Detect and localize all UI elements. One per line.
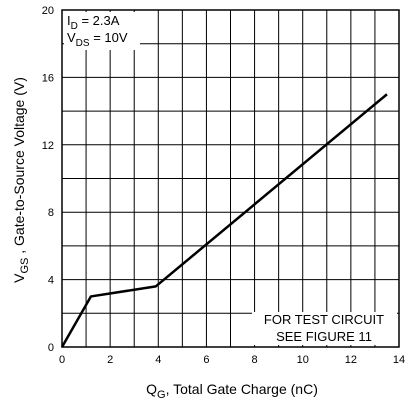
x-tick-label: 0 <box>59 354 65 366</box>
y-tick-label: 12 <box>42 140 54 152</box>
plot-frame <box>61 9 400 348</box>
condition-id-sub: D <box>71 21 78 32</box>
x-tick-label: 10 <box>297 354 309 366</box>
y-tick-label: 20 <box>42 5 54 17</box>
condition-vds-main: V <box>67 30 76 45</box>
y-axis-title-sub: GS <box>19 258 31 274</box>
x-axis-title-main: Q <box>146 381 157 397</box>
x-tick-label: 4 <box>155 354 161 366</box>
x-tick-label: 12 <box>345 354 357 366</box>
tick-labels: 0 2 4 6 8 10 12 14 0 4 8 12 16 20 <box>42 5 405 366</box>
y-axis-title-main: V <box>11 273 27 283</box>
condition-vds-value: = 10V <box>90 30 128 45</box>
x-tick-label: 6 <box>203 354 209 366</box>
condition-annotation: ID = 2.3A VDS = 10V <box>64 12 140 50</box>
series-layer <box>60 93 388 348</box>
condition-vds: VDS = 10V <box>67 30 128 49</box>
y-axis-title-rest: , Gate-to-Source Voltage (V) <box>11 77 27 258</box>
condition-id-value: = 2.3A <box>78 13 120 28</box>
x-tick-label: 8 <box>252 354 258 366</box>
test-circuit-note-line1: FOR TEST CIRCUIT <box>264 312 384 327</box>
x-tick-label: 14 <box>393 354 405 366</box>
y-axis-title: VGS , Gate-to-Source Voltage (V) <box>11 77 31 283</box>
y-tick-label: 16 <box>42 72 54 84</box>
y-tick-label: 8 <box>48 207 54 219</box>
x-tick-label: 2 <box>107 354 113 366</box>
condition-id-main: I <box>67 13 71 28</box>
condition-id: ID = 2.3A <box>67 13 120 32</box>
test-circuit-note-line2: SEE FIGURE 11 <box>276 329 372 344</box>
test-circuit-note: FOR TEST CIRCUIT SEE FIGURE 11 <box>252 312 397 345</box>
x-axis-title-sub: G <box>157 389 166 400</box>
test-circuit-note-background <box>252 312 397 345</box>
x-axis-title-rest: , Total Gate Charge (nC) <box>166 381 318 397</box>
y-tick-label: 4 <box>48 275 54 287</box>
grid-lines <box>62 10 399 347</box>
gate-charge-curve <box>60 93 388 348</box>
x-axis-title: QG, Total Gate Charge (nC) <box>146 381 318 400</box>
condition-annotation-background <box>64 12 140 50</box>
condition-vds-sub: DS <box>76 38 90 49</box>
y-tick-label: 0 <box>48 342 54 354</box>
